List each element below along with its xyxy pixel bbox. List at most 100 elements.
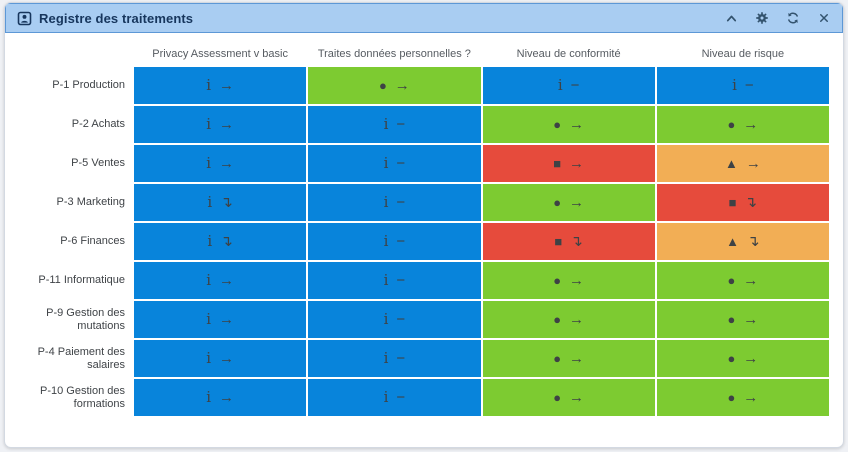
square-symbol: ■ [728,195,737,210]
info-symbol: i [206,154,212,172]
info-symbol: i [383,193,389,211]
status-cell[interactable]: i − [656,67,829,104]
trend-flat-icon: − [396,389,406,406]
row-label: P-5 Ventes [71,157,125,169]
status-cell[interactable]: i − [308,184,481,221]
circle-symbol: ● [553,117,562,132]
circle-symbol: ● [553,351,562,366]
status-cell[interactable]: i − [308,262,481,299]
status-cell[interactable]: ● → [656,262,829,299]
status-cell[interactable]: i → [134,67,307,104]
column-header: Niveau de conformité [516,48,621,60]
trend-right-icon: → [743,389,759,406]
status-cell[interactable]: ■ ↴ [482,223,655,260]
trend-right-icon: → [219,350,235,367]
trend-right-icon: → [219,389,235,406]
status-cell[interactable]: ● → [482,184,655,221]
status-cell[interactable]: ▲ → [656,145,829,182]
trend-right-icon: → [219,116,235,133]
status-cell[interactable]: i − [308,106,481,143]
info-symbol: i [206,76,212,94]
trend-right-icon: → [569,194,585,211]
gear-icon[interactable] [755,11,769,25]
status-cell[interactable]: i ↴ [134,184,307,221]
triangle-symbol: ▲ [726,234,740,249]
trend-down-icon: ↴ [570,233,583,250]
status-cell[interactable]: ● → [482,340,655,377]
column-header: Privacy Assessment v basic [152,48,288,60]
status-cell[interactable]: ● → [656,340,829,377]
info-symbol: i [732,76,737,94]
row-label: P-9 Gestion des mutations [46,306,125,332]
info-symbol: i [206,349,212,367]
status-cell[interactable]: i → [134,340,307,377]
status-cell[interactable]: i → [134,145,307,182]
trend-flat-icon: − [396,194,406,211]
status-cell[interactable]: ▲ ↴ [656,223,829,260]
circle-symbol: ● [553,312,562,327]
triangle-symbol: ▲ [724,156,738,171]
status-cell[interactable]: ■ → [482,145,655,182]
info-symbol: i [383,310,389,328]
trend-right-icon: → [569,311,585,328]
trend-right-icon: → [743,311,759,328]
circle-symbol: ● [553,390,562,405]
circle-symbol: ● [553,273,562,288]
close-icon[interactable] [817,11,831,25]
status-cell[interactable]: ● → [656,379,829,416]
square-symbol: ■ [554,234,563,249]
circle-symbol: ● [727,273,736,288]
status-cell[interactable]: ● → [482,301,655,338]
trend-right-icon: → [743,272,759,289]
trend-flat-icon: − [396,272,406,289]
row-label: P-1 Production [52,79,125,91]
status-cell[interactable]: ● → [482,262,655,299]
widget-title: Registre des traitements [39,10,194,26]
info-symbol: i [207,232,213,250]
trend-flat-icon: − [396,311,406,328]
status-cell[interactable]: i → [134,262,307,299]
trend-flat-icon: − [744,77,754,94]
status-cell[interactable]: ● → [656,301,829,338]
status-cell[interactable]: i − [482,67,655,104]
square-symbol: ■ [553,156,562,171]
widget-header: Registre des traitements [5,3,843,33]
info-symbol: i [383,115,389,133]
trend-flat-icon: − [396,116,406,133]
status-cell[interactable]: i → [134,106,307,143]
status-cell[interactable]: ● → [656,106,829,143]
trend-flat-icon: − [396,233,406,250]
refresh-icon[interactable] [786,11,800,25]
circle-symbol: ● [727,351,736,366]
trend-down-icon: ↴ [744,194,758,211]
info-symbol: i [383,349,389,367]
status-cell[interactable]: i − [308,340,481,377]
status-cell[interactable]: ● → [308,67,481,104]
trend-right-icon: → [743,350,759,367]
info-symbol: i [383,271,389,289]
status-cell[interactable]: ■ ↴ [656,184,829,221]
row-label: P-4 Paiement des salaires [37,345,125,371]
status-cell[interactable]: i → [134,379,307,416]
row-label: P-11 Informatique [38,274,125,286]
status-cell[interactable]: i → [134,301,307,338]
trend-right-icon: → [219,311,235,328]
trend-flat-icon: − [570,77,580,94]
status-cell[interactable]: ● → [482,379,655,416]
chevron-up-icon[interactable] [724,11,738,25]
info-symbol: i [206,271,212,289]
trend-right-icon: → [394,77,410,94]
trend-right-icon: → [569,350,585,367]
status-cell[interactable]: i ↴ [134,223,307,260]
trend-right-icon: → [569,116,585,133]
circle-symbol: ● [378,78,387,93]
trend-right-icon: → [745,155,761,172]
status-cell[interactable]: i − [308,379,481,416]
status-cell[interactable]: i − [308,145,481,182]
trend-right-icon: → [569,389,585,406]
matrix-corner [5,48,132,65]
trend-flat-icon: − [396,350,406,367]
status-cell[interactable]: ● → [482,106,655,143]
status-cell[interactable]: i − [308,223,481,260]
status-cell[interactable]: i − [308,301,481,338]
